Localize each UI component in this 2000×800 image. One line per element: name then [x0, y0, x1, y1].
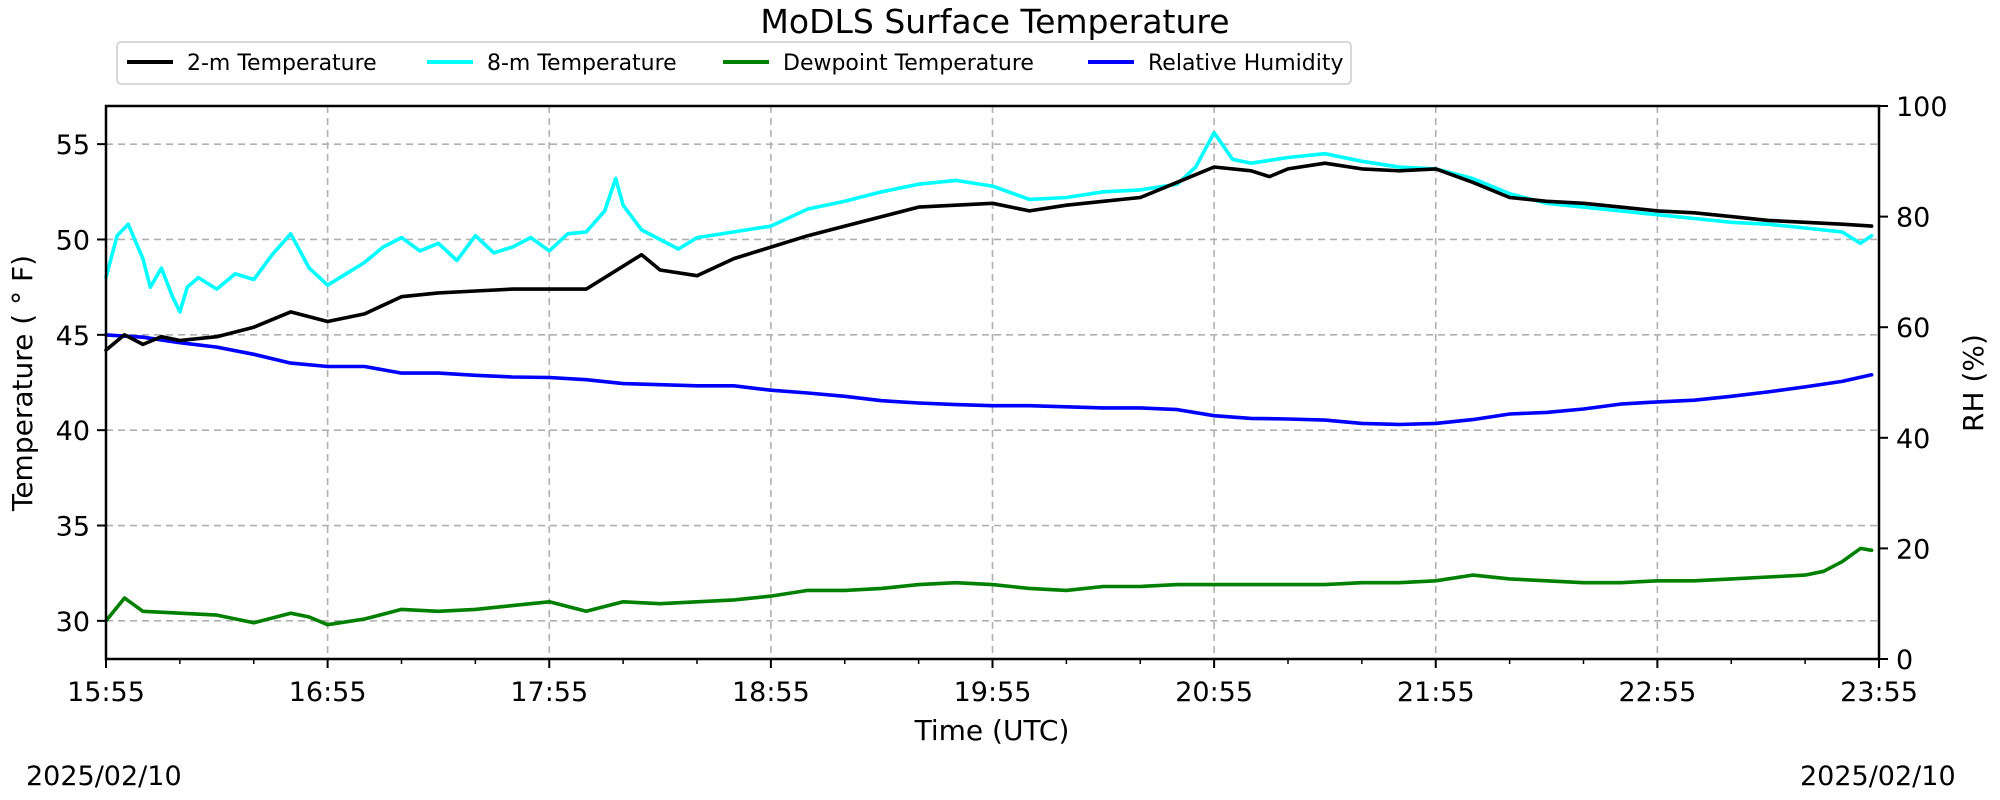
y-left-tick-label: 45 [56, 321, 90, 352]
legend-label-8-m-temperature: 8-m Temperature [487, 51, 677, 76]
chart-title: MoDLS Surface Temperature [760, 2, 1229, 41]
legend-label-2-m-temperature: 2-m Temperature [187, 51, 377, 76]
y-left-axis-label: Temperature ( ° F) [6, 255, 39, 512]
x-tick-label: 23:55 [1840, 677, 1918, 708]
x-tick-label: 21:55 [1397, 677, 1475, 708]
x-tick-label: 15:55 [67, 677, 145, 708]
series-line-2-m-temperature [104, 161, 1874, 352]
series-line-8-m-temperature [104, 130, 1874, 314]
y-right-tick-label: 60 [1896, 313, 1930, 344]
y-right-tick-label: 100 [1896, 92, 1948, 123]
x-axis-ticks: 15:55 16:55 17:55 18:55 19:55 20:55 21:55 22:55… [67, 659, 1918, 708]
x-tick-label: 22:55 [1618, 677, 1696, 708]
grid [106, 106, 1879, 659]
y-left-axis-ticks: 30 35 40 45 50 55 [56, 130, 106, 638]
legend-label-dewpoint-temperature: Dewpoint Temperature [783, 51, 1034, 76]
x-tick-label: 19:55 [954, 677, 1032, 708]
y-right-tick-label: 0 [1896, 645, 1913, 676]
date-left: 2025/02/10 [26, 761, 182, 792]
y-left-tick-label: 50 [56, 225, 90, 256]
series-line-relative-humidity [104, 333, 1874, 427]
legend: 2-m Temperature 8-m Temperature Dewpoint T… [116, 41, 1352, 85]
x-axis-label: Time (UTC) [914, 714, 1070, 747]
x-tick-label: 18:55 [732, 677, 810, 708]
date-right: 2025/02/10 [1800, 761, 1956, 792]
x-tick-label: 17:55 [510, 677, 588, 708]
series-layer [104, 130, 1874, 627]
y-left-tick-label: 35 [56, 512, 90, 543]
x-tick-label: 16:55 [289, 677, 367, 708]
series-line-dewpoint-temperature [104, 546, 1874, 627]
y-right-tick-label: 80 [1896, 203, 1930, 234]
y-right-axis-ticks: 0 20 40 60 80 100 [1879, 92, 1948, 676]
y-left-tick-label: 30 [56, 607, 90, 638]
legend-label-relative-humidity: Relative Humidity [1148, 51, 1343, 76]
y-left-tick-label: 55 [56, 130, 90, 161]
y-right-tick-label: 40 [1896, 424, 1930, 455]
y-left-tick-label: 40 [56, 416, 90, 447]
x-tick-label: 20:55 [1175, 677, 1253, 708]
y-right-axis-label: RH (%) [1957, 334, 1990, 432]
y-right-tick-label: 20 [1896, 534, 1930, 565]
